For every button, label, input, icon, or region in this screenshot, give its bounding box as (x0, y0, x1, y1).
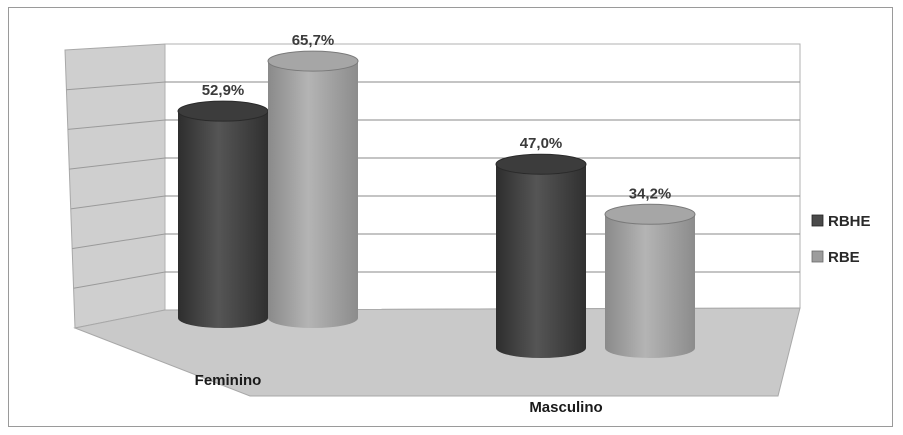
gridline-side (70, 195, 166, 210)
bar-rbe-feminino (267, 50, 359, 328)
legend-label-rbhe: RBHE (828, 213, 871, 230)
data-labels: 52,9% 65,7% 47,0% 34,2% (202, 32, 672, 202)
data-label-rbhe-masculino: 47,0% (520, 135, 563, 152)
bar-top (495, 153, 587, 175)
data-label-rbhe-feminino: 52,9% (202, 82, 245, 99)
bar-body (496, 164, 586, 358)
gridline-side (67, 119, 166, 130)
bar-rbhe-feminino (177, 100, 269, 328)
bars (177, 50, 696, 358)
legend-swatch-rbe (811, 250, 824, 263)
legend: RBHE RBE (811, 213, 871, 266)
legend-label-rbe: RBE (828, 249, 860, 266)
bar-top (267, 50, 359, 72)
bar-rbe-masculino (604, 203, 696, 358)
bar-top (177, 100, 269, 122)
gridline-side (73, 271, 166, 289)
bar-top (604, 203, 696, 225)
bar-body (605, 214, 695, 358)
bar-body (268, 61, 358, 328)
bar-rbhe-masculino (495, 153, 587, 358)
gridline-side (69, 157, 166, 170)
category-label-feminino: Feminino (195, 372, 262, 389)
category-labels: Feminino Masculino (195, 372, 603, 416)
gridline-side (72, 233, 166, 250)
gridline-side (66, 81, 166, 91)
data-label-rbe-masculino: 34,2% (629, 185, 672, 202)
side-wall (64, 43, 166, 329)
legend-swatch-rbhe (811, 214, 824, 227)
data-label-rbe-feminino: 65,7% (292, 32, 335, 49)
category-label-masculino: Masculino (529, 399, 602, 416)
bar-body (178, 111, 268, 328)
